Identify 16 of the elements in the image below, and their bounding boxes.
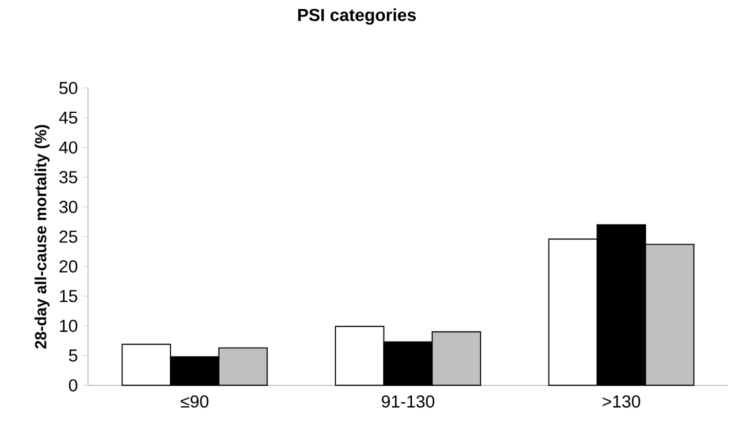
y-tick-label: 35	[59, 171, 78, 184]
y-tick-label: 20	[60, 260, 78, 273]
y-tick-label: 15	[60, 290, 78, 302]
y-tick-label: 25	[60, 230, 78, 243]
chart-title: PSI categories	[298, 8, 416, 25]
x-tick-label: ≤90	[180, 395, 208, 408]
y-tick-label: 50	[59, 82, 78, 94]
y-tick-label: 10	[60, 320, 78, 332]
x-tick-label: 91-130	[382, 395, 434, 408]
y-tick-label: 0	[68, 379, 78, 392]
y-tick-label: 45	[59, 112, 78, 124]
x-tick-label: >130	[602, 395, 640, 408]
y-tick-label: 40	[59, 141, 78, 154]
y-axis-title: 28-day all-cause mortality (%)	[34, 124, 50, 349]
y-tick-label: 30	[59, 200, 78, 214]
y-tick-label: 5	[69, 350, 78, 362]
